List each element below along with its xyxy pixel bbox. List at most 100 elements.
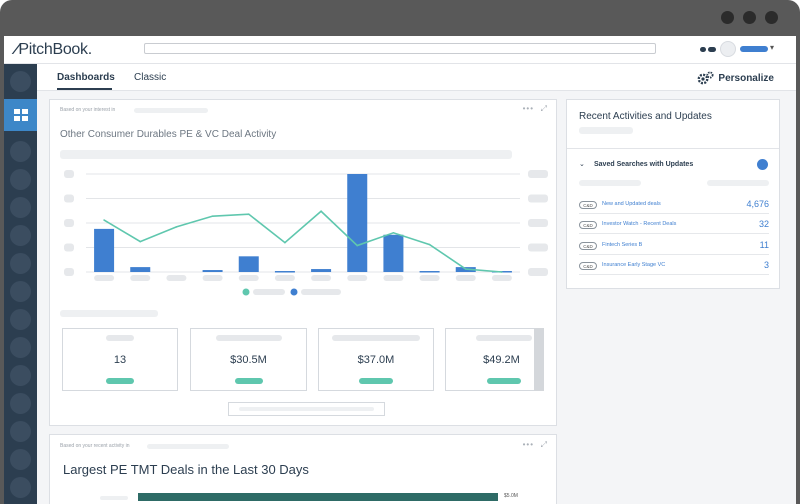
saved-search-name[interactable]: Insurance Early Stage VC	[602, 262, 666, 268]
nav-item-placeholder[interactable]	[10, 337, 31, 358]
saved-search-row[interactable]: C&D Fintech Series B 11	[579, 239, 769, 255]
card-context-label: Based on your recent activity in	[60, 443, 130, 449]
chart-line-point[interactable]	[247, 213, 250, 215]
nav-item-placeholder[interactable]	[10, 449, 31, 470]
x-tick-label-placeholder	[347, 275, 368, 281]
deal-activity-chart[interactable]	[50, 164, 556, 314]
saved-search-name[interactable]: Fintech Series B	[602, 242, 643, 248]
chart-bar[interactable]	[419, 271, 440, 273]
chart-bar[interactable]	[94, 228, 115, 272]
legend-bar-marker[interactable]	[290, 288, 298, 296]
nav-item-placeholder[interactable]	[10, 365, 31, 386]
chart-bar[interactable]	[274, 271, 295, 273]
left-nav-rail	[4, 64, 37, 504]
nav-item-placeholder[interactable]	[10, 71, 31, 92]
view-more-button[interactable]	[228, 402, 385, 416]
saved-search-name[interactable]: New and Updated deals	[602, 201, 661, 207]
app-window: ∕PitchBook. ▾	[4, 36, 796, 504]
expand-icon[interactable]: ⤢	[540, 440, 548, 449]
deal-bar[interactable]	[138, 493, 498, 501]
saved-search-row[interactable]: C&D Insurance Early Stage VC 3	[579, 259, 769, 275]
nav-item-placeholder[interactable]	[10, 477, 31, 498]
chart-line-series[interactable]	[103, 210, 502, 273]
window-dot-icon[interactable]	[765, 11, 778, 24]
tab-dashboards[interactable]: Dashboards	[57, 72, 115, 83]
chart-bar[interactable]	[347, 174, 368, 272]
dashboard-tabs: Dashboards Classic Personalize	[37, 64, 796, 91]
kpi-box[interactable]: $37.0M	[318, 328, 434, 391]
kpi-indicator	[106, 378, 134, 384]
y-tick-label-placeholder	[64, 268, 74, 276]
chart-line-point[interactable]	[392, 232, 395, 234]
chart-bar[interactable]	[202, 270, 223, 272]
chart-line-point[interactable]	[139, 240, 142, 243]
chart-line-point[interactable]	[284, 241, 286, 244]
window-dot-icon[interactable]	[721, 11, 734, 24]
legend-line-marker[interactable]	[242, 288, 250, 296]
y-tick-label-placeholder	[64, 243, 74, 252]
user-menu[interactable]	[740, 46, 768, 52]
chevron-down-icon[interactable]: ⌄	[579, 161, 585, 168]
chart-bar[interactable]	[383, 234, 404, 272]
nav-item-placeholder[interactable]	[10, 197, 31, 218]
saved-search-name[interactable]: Investor Watch - Recent Deals	[602, 221, 677, 227]
chart-bar[interactable]	[311, 269, 332, 272]
chart-line-point[interactable]	[320, 210, 322, 213]
card-menu-icon[interactable]: •••	[522, 104, 534, 113]
x-tick-label-placeholder	[491, 275, 512, 281]
kpi-box[interactable]: $49.2M	[445, 328, 543, 391]
saved-search-count[interactable]: 4,676	[746, 199, 769, 209]
saved-search-row[interactable]: C&D Investor Watch - Recent Deals 32	[579, 218, 769, 234]
menu-dots-icon[interactable]	[708, 47, 716, 52]
pitchbook-logo[interactable]: ∕PitchBook.	[15, 41, 92, 59]
recent-activities-panel: Recent Activities and Updates ⌄ Saved Se…	[566, 99, 780, 289]
saved-search-count[interactable]: 11	[759, 240, 769, 250]
chart-line-point[interactable]	[428, 243, 431, 246]
chart-bar[interactable]	[130, 267, 151, 272]
y-tick-label-placeholder	[64, 194, 74, 203]
chart-line-point[interactable]	[103, 219, 105, 221]
nav-item-placeholder[interactable]	[10, 253, 31, 274]
nav-item-placeholder[interactable]	[10, 281, 31, 302]
x-tick-label-placeholder	[94, 275, 115, 281]
deal-value: $5.0M	[504, 493, 518, 499]
kpi-value: $49.2M	[483, 354, 520, 366]
notification-icon[interactable]	[700, 47, 706, 52]
avatar[interactable]	[720, 41, 736, 57]
kpi-section-placeholder	[60, 310, 158, 317]
legend-label-placeholder	[301, 289, 341, 295]
nav-item-placeholder[interactable]	[10, 309, 31, 330]
chart-line-point[interactable]	[175, 226, 178, 228]
saved-search-row[interactable]: C&D New and Updated deals 4,676	[579, 198, 769, 214]
context-placeholder	[147, 444, 229, 449]
dashboard-grid-icon	[13, 109, 28, 121]
window-controls	[721, 11, 778, 24]
chart-line-point[interactable]	[356, 244, 359, 247]
nav-item-placeholder[interactable]	[10, 421, 31, 442]
kpi-scroll-handle[interactable]	[534, 328, 544, 391]
card-title: Other Consumer Durables PE & VC Deal Act…	[60, 129, 277, 140]
nav-item-placeholder[interactable]	[10, 225, 31, 246]
nav-item-placeholder[interactable]	[10, 393, 31, 414]
kpi-box[interactable]: $30.5M	[190, 328, 307, 391]
tab-classic[interactable]: Classic	[134, 72, 167, 83]
chart-line-point[interactable]	[501, 271, 503, 273]
saved-search-count[interactable]: 32	[758, 219, 769, 229]
card-menu-icon[interactable]: •••	[522, 440, 534, 449]
personalize-button[interactable]: Personalize	[697, 71, 774, 85]
chart-line-point[interactable]	[211, 215, 214, 217]
chart-bar[interactable]	[238, 256, 259, 272]
saved-search-count[interactable]: 3	[763, 260, 769, 270]
expand-icon[interactable]: ⤢	[540, 104, 548, 113]
chart-line-point[interactable]	[464, 268, 467, 270]
saved-searches-title[interactable]: Saved Searches with Updates	[594, 161, 694, 168]
chevron-down-icon[interactable]: ▾	[770, 43, 775, 52]
kpi-box[interactable]: 13	[62, 328, 178, 391]
nav-item-placeholder[interactable]	[10, 169, 31, 190]
nav-item-placeholder[interactable]	[10, 141, 31, 162]
nav-item-dashboard[interactable]	[4, 99, 37, 131]
window-dot-icon[interactable]	[743, 11, 756, 24]
search-input[interactable]	[144, 43, 656, 54]
top-bar: ∕PitchBook. ▾	[4, 36, 796, 64]
